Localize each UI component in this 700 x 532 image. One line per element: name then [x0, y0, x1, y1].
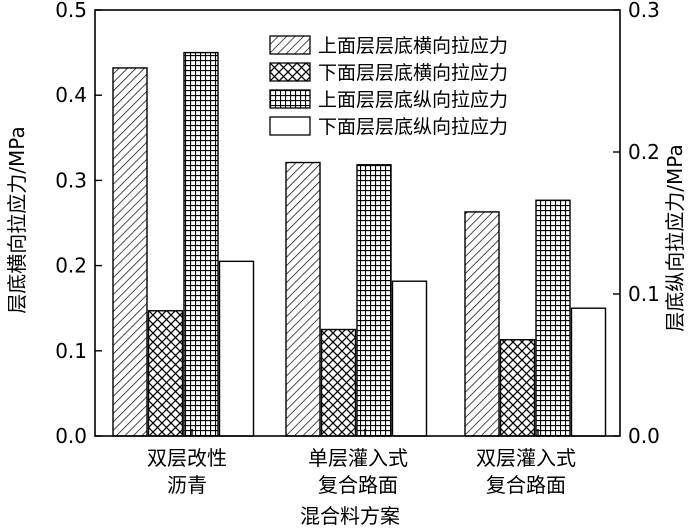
- x-tick-label: 单层灌入式: [308, 446, 408, 470]
- bar-s1-c2: [285, 161, 321, 437]
- x-tick-label: 双层灌入式: [476, 446, 576, 470]
- y-left-tick-label: 0.5: [55, 0, 87, 22]
- bar-s2-c2: [320, 328, 357, 437]
- y-left-tick-label: 0.0: [55, 424, 87, 448]
- bar-s4-c1: [218, 260, 255, 437]
- legend-label-4: 下面层层底纵向拉应力: [318, 116, 508, 138]
- plot-frame: [94, 9, 621, 437]
- y-axis-right-label: 层底纵向拉应力/MPa: [663, 144, 687, 331]
- y-axis-left-label: 层底横向拉应力/MPa: [5, 126, 29, 313]
- bar-s1-c1: [112, 67, 148, 437]
- bar-s3-c2: [356, 164, 392, 437]
- y-left-tick-label: 0.3: [55, 168, 87, 192]
- y-left-tick-label: 0.2: [55, 254, 87, 278]
- legend-swatch-1: [269, 35, 311, 55]
- y-right-tick-label: 0.3: [628, 0, 660, 22]
- x-tick-label: 复合路面: [318, 473, 398, 497]
- y-left-tick-label: 0.1: [55, 339, 87, 363]
- bar-s4-c3: [570, 307, 607, 437]
- x-axis-label: 混合料方案: [300, 504, 400, 528]
- bar-s4-c2: [391, 280, 428, 437]
- y-right-tick-label: 0.2: [628, 140, 660, 164]
- x-tick-label: 双层改性: [147, 446, 227, 470]
- bar-s2-c3: [499, 339, 536, 437]
- legend-swatch-3: [269, 89, 311, 109]
- y-right-tick-label: 0.1: [628, 282, 660, 306]
- x-tick-label: 沥青: [167, 473, 207, 497]
- legend-label-3: 上面层层底纵向拉应力: [318, 89, 508, 111]
- legend-label-2: 下面层层底横向拉应力: [318, 62, 508, 84]
- bar-s1-c3: [464, 211, 500, 437]
- y-right-tick-label: 0.0: [628, 424, 660, 448]
- bars-layer: [112, 51, 607, 437]
- bar-s3-c1: [183, 51, 219, 437]
- x-tick-label: 复合路面: [486, 473, 566, 497]
- bar-s3-c3: [535, 199, 571, 437]
- legend-label-1: 上面层层底横向拉应力: [318, 35, 508, 57]
- legend-swatch-4: [269, 116, 311, 136]
- legend-swatch-2: [269, 62, 311, 82]
- y-left-tick-label: 0.4: [55, 83, 87, 107]
- bar-s2-c1: [147, 310, 184, 437]
